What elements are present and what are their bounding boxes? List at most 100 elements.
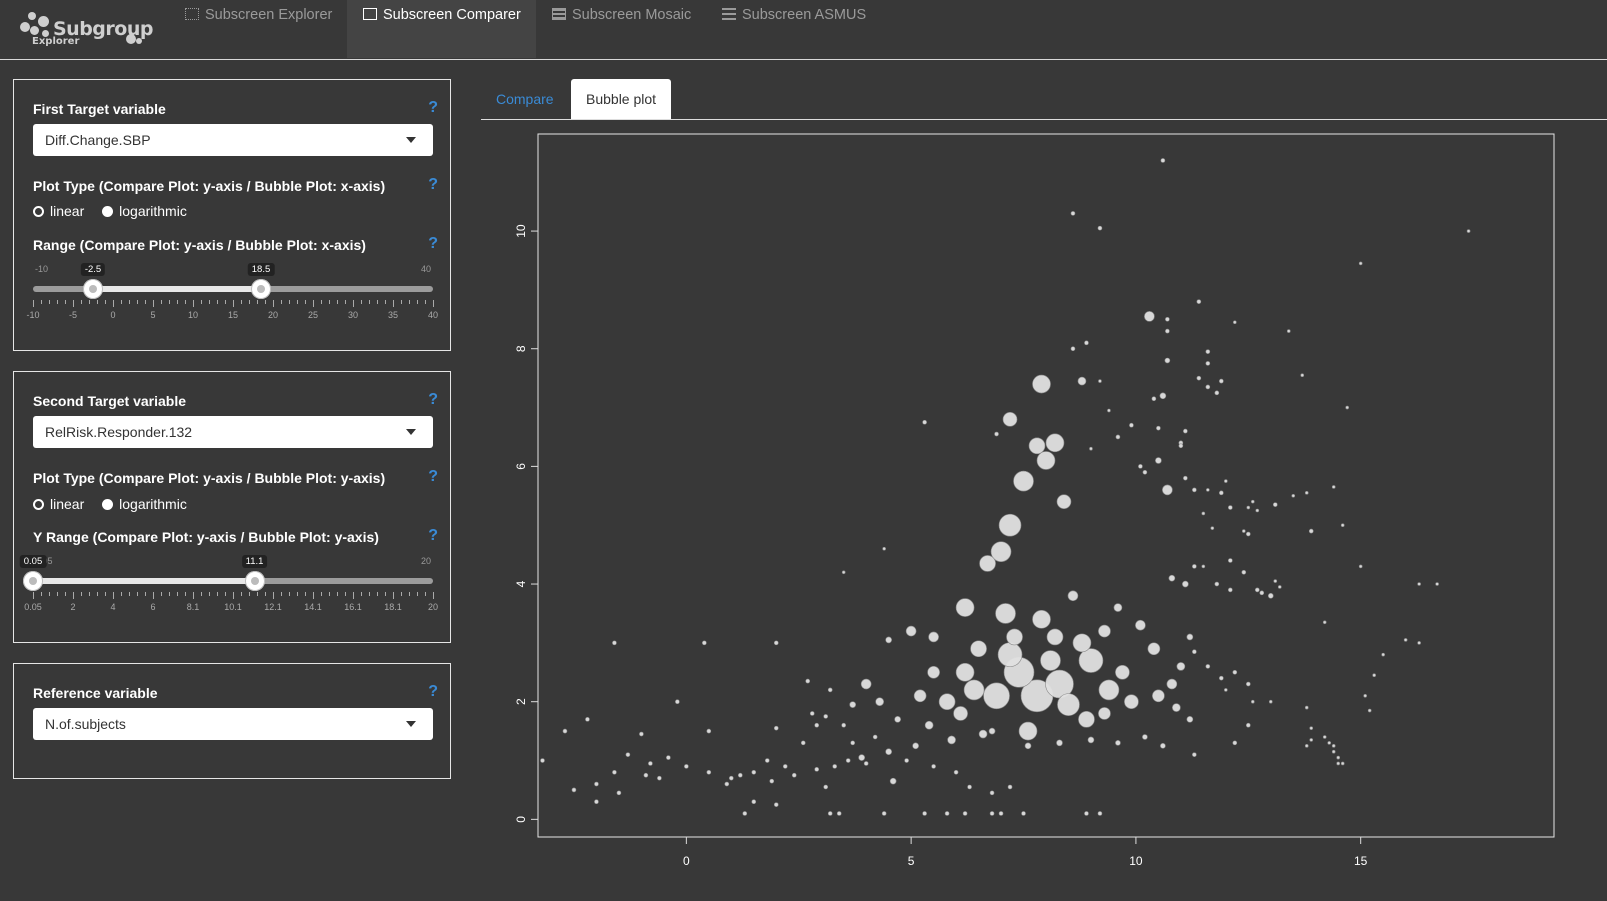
first-target-value: Diff.Change.SBP [45, 132, 151, 148]
slider-tick [425, 300, 426, 304]
bubble-point [1219, 378, 1224, 384]
nav-tab-subscreen-comparer[interactable]: Subscreen Comparer [347, 0, 536, 58]
bubble-point [1164, 357, 1171, 364]
slider-tick [401, 300, 402, 304]
bubble-point [1381, 652, 1385, 657]
slider-tick [177, 592, 178, 596]
slider-low-handle[interactable] [83, 279, 103, 299]
bubble-point [988, 727, 996, 735]
bubble-point [585, 717, 590, 722]
bubble-point [1201, 564, 1206, 569]
bubble-plot[interactable]: 0 5 10 15 0 2 4 6 8 10 [481, 121, 1601, 891]
radio-linear[interactable]: linear [33, 203, 84, 219]
reference-select[interactable]: N.of.subjects [33, 708, 433, 740]
x-axis-tick-label: 0 [683, 854, 690, 868]
bubble-point [1098, 624, 1111, 638]
range-y-slider[interactable]: 0.05200.0511.10.052468.110.112.114.116.1… [19, 555, 438, 615]
help-icon[interactable]: ? [428, 527, 438, 544]
bubble-point [922, 419, 927, 425]
bubble-point [905, 625, 917, 637]
second-target-select[interactable]: RelRisk.Responder.132 [33, 416, 433, 448]
slider-tick [49, 592, 50, 596]
bubble-point [1250, 699, 1255, 704]
radio-unchecked-icon [33, 499, 44, 510]
radio-label: linear [50, 203, 85, 219]
bubble-point [922, 811, 927, 816]
slider-tick [249, 300, 250, 304]
tab-bubble-plot[interactable]: Bubble plot [571, 79, 672, 119]
plot-type-y-radio-group: linear logarithmic [33, 496, 201, 512]
slider-tick [201, 300, 202, 304]
slider-high-handle[interactable] [251, 279, 271, 299]
bubble-point [814, 722, 820, 728]
bubble-point [1367, 708, 1372, 713]
x-axis-tick-label: 5 [908, 854, 915, 868]
radio-logarithmic[interactable]: logarithmic [102, 203, 187, 219]
nav-tab-subscreen-asmus[interactable]: Subscreen ASMUS [706, 0, 882, 58]
bubble-point [1291, 493, 1296, 498]
first-target-select[interactable]: Diff.Change.SBP [33, 124, 433, 156]
tab-compare[interactable]: Compare [496, 91, 554, 107]
bubble-point [769, 778, 775, 784]
bubble-point [1336, 761, 1341, 766]
range-x-label: Range (Compare Plot: y-axis / Bubble Plo… [33, 237, 366, 253]
bubble-point [562, 728, 568, 734]
bubble-point [1241, 569, 1247, 575]
slider-tick [113, 592, 114, 599]
slider-tick [65, 300, 66, 304]
radio-logarithmic[interactable]: logarithmic [102, 496, 187, 512]
nav-tab-subscreen-mosaic[interactable]: Subscreen Mosaic [536, 0, 707, 58]
bubble-point [875, 697, 884, 706]
slider-tick-label: 8.1 [186, 602, 200, 612]
slider-tick-label: 40 [427, 310, 439, 320]
bubble-point [1205, 349, 1211, 354]
bubble-point [1040, 650, 1061, 671]
slider-tick [289, 300, 290, 304]
nav-tab-subscreen-explorer[interactable]: Subscreen Explorer [169, 0, 348, 58]
bubble-point [1078, 648, 1104, 673]
bubble-point [1308, 528, 1314, 534]
bubble-point [953, 769, 959, 775]
bubble-point [1087, 736, 1095, 744]
slider-tick [73, 592, 74, 599]
bubble-point [1363, 694, 1367, 698]
bubble-point [1166, 678, 1178, 690]
bubble-point [657, 775, 662, 781]
slider-low-handle[interactable] [23, 571, 43, 591]
tab-divider [481, 119, 1607, 120]
bubble-point [845, 758, 851, 763]
slider-tick [185, 300, 186, 304]
slider-tick [41, 300, 42, 304]
help-icon[interactable]: ? [428, 235, 438, 252]
help-icon[interactable]: ? [428, 683, 438, 700]
bubble-point [1192, 487, 1197, 493]
help-icon[interactable]: ? [428, 176, 438, 193]
bubble-point [1232, 740, 1238, 746]
bubble-point [989, 790, 995, 796]
brand-logo[interactable]: Subgroup Explorer [18, 8, 153, 50]
second-target-label: Second Target variable [33, 393, 187, 409]
bubble-point [1098, 707, 1111, 720]
slider-tick-label: 30 [347, 310, 359, 320]
slider-tick [241, 592, 242, 596]
range-x-slider[interactable]: -10 40 -2.5 18.5 -10 -5 0 5 10 15 20 25 30 35 40 [26, 263, 438, 323]
bubble-point [1327, 741, 1332, 745]
help-icon[interactable]: ? [428, 391, 438, 408]
radio-label: logarithmic [119, 203, 187, 219]
bubble-point [800, 740, 806, 746]
bubble-point [751, 769, 757, 775]
bubble-point [1358, 261, 1363, 266]
bubble-point [1135, 619, 1146, 631]
slider-high-handle[interactable] [244, 571, 265, 591]
bubble-point [1219, 675, 1224, 681]
bubble-point [1254, 587, 1260, 593]
slider-tick [345, 592, 346, 596]
bubble-point [1246, 531, 1251, 537]
slider-tick [297, 592, 298, 596]
slider-tick [361, 592, 362, 596]
slider-tick [137, 592, 138, 596]
help-icon[interactable]: ? [428, 99, 438, 116]
radio-linear[interactable]: linear [33, 496, 84, 512]
help-icon[interactable]: ? [428, 468, 438, 485]
slider-tick [233, 592, 234, 599]
